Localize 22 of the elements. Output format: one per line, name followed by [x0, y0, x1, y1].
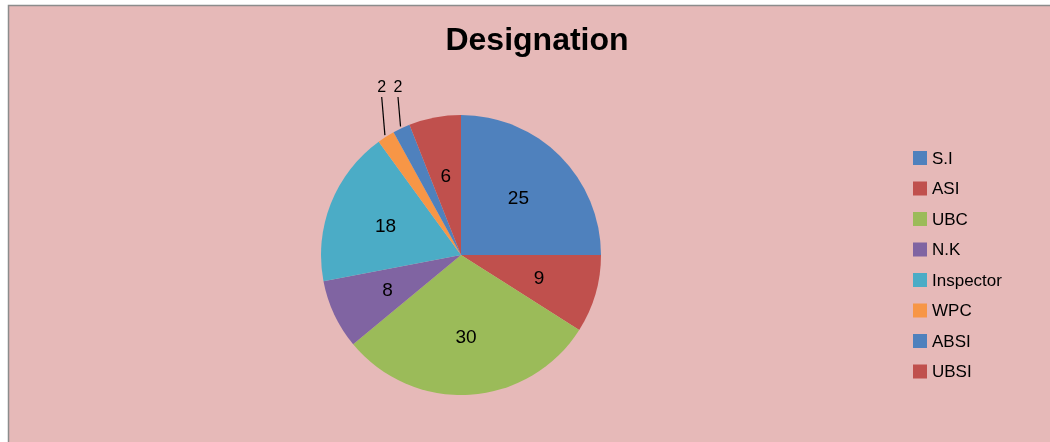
legend-label: ABSI — [932, 331, 971, 351]
pie-slice — [409, 115, 461, 255]
legend-label: UBC — [932, 209, 968, 229]
pie-slice — [353, 255, 580, 395]
pie-slice — [321, 141, 461, 282]
data-label: 2 — [377, 78, 387, 95]
legend-label: UBSI — [932, 362, 972, 382]
legend-label: Inspector — [932, 270, 1003, 290]
data-label: 9 — [533, 267, 545, 289]
legend-label: N.K — [932, 240, 961, 260]
pie-slice — [461, 255, 601, 331]
data-label: 25 — [507, 187, 529, 209]
legend-label: S.I — [932, 148, 953, 168]
data-label: 18 — [374, 214, 397, 236]
legend-label: WPC — [932, 301, 972, 321]
data-label: 8 — [382, 279, 393, 301]
data-label: 2 — [393, 78, 403, 95]
legend-label: ASI — [932, 179, 960, 199]
pie-slice — [378, 132, 461, 255]
data-label: 30 — [455, 325, 477, 347]
data-label: 6 — [440, 164, 452, 186]
chart-title: Designation — [445, 21, 629, 57]
